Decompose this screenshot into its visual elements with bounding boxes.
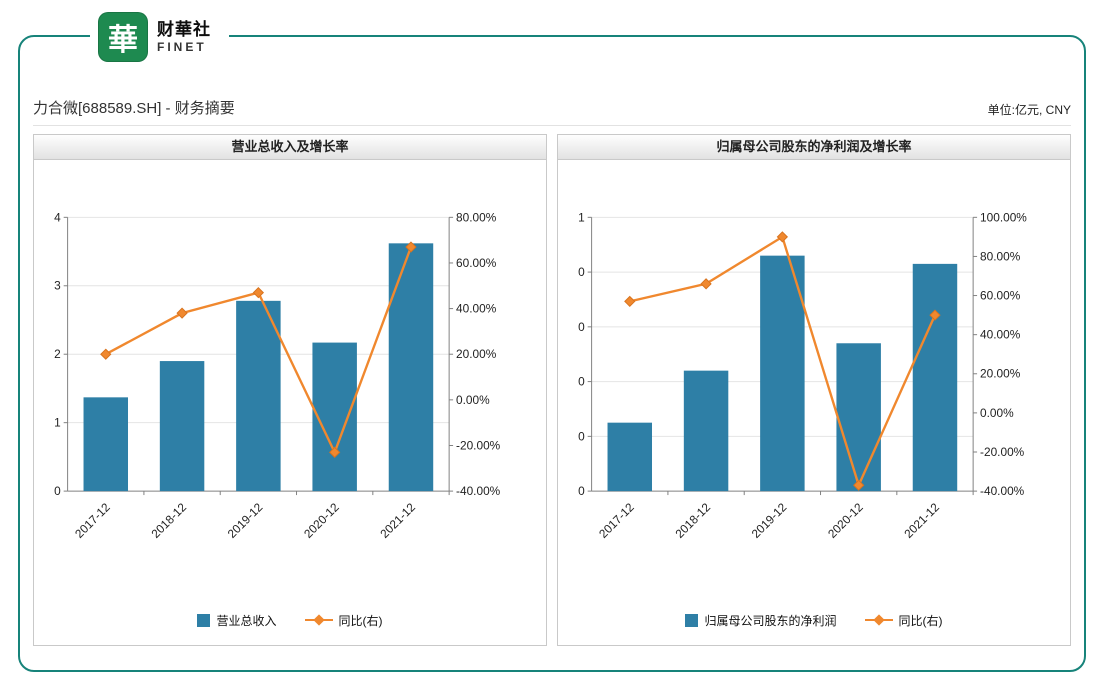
- line-marker: [176, 307, 188, 319]
- line-marker: [853, 479, 865, 491]
- left-axis-tick: 0: [578, 265, 585, 279]
- line-marker: [776, 231, 789, 243]
- right-axis-tick: 80.00%: [456, 210, 497, 224]
- right-axis-tick: 0.00%: [456, 393, 490, 407]
- finet-logo-text: 财華社 FINET: [157, 20, 211, 55]
- line-legend-swatch-icon: [864, 614, 893, 626]
- bar-legend-swatch-icon: [197, 613, 211, 627]
- line-marker: [405, 241, 417, 253]
- page-title: 力合微[688589.SH] - 财务摘要: [33, 100, 235, 117]
- bar: [760, 255, 805, 492]
- revenue-chart-legend: 营业总收入 同比(右): [34, 610, 546, 645]
- left-axis-tick: 1: [54, 416, 61, 430]
- x-axis-label: 2019-12: [225, 500, 266, 541]
- right-axis-tick: 40.00%: [456, 302, 497, 316]
- left-axis-tick: 0: [54, 484, 61, 498]
- bar: [607, 422, 653, 492]
- bar: [159, 361, 205, 492]
- left-axis-tick: 0: [578, 320, 585, 334]
- finet-seal-icon: 華: [98, 12, 148, 62]
- x-axis-label: 2018-12: [148, 500, 189, 541]
- bar: [236, 300, 281, 492]
- right-axis-tick: 20.00%: [456, 347, 497, 361]
- line-legend-swatch-icon: [304, 614, 333, 626]
- net-profit-chart: 1 0 0 0 0 0 100.00% 80.00% 60.00% 40.00% 20.00% 0.0…: [578, 210, 1027, 541]
- right-axis-tick: -40.00%: [980, 484, 1025, 498]
- right-axis-tick: -20.00%: [980, 445, 1025, 459]
- x-axis-label: 2017-12: [72, 500, 113, 541]
- x-axis-label: 2020-12: [301, 500, 342, 541]
- bar: [388, 243, 434, 492]
- net-profit-chart-legend: 归属母公司股东的净利润 同比(右): [558, 610, 1070, 645]
- right-axis-tick: 40.00%: [980, 328, 1021, 342]
- bar: [683, 370, 729, 492]
- left-axis-tick: 4: [54, 210, 61, 224]
- left-axis-tick: 2: [54, 347, 61, 361]
- x-axis-label: 2021-12: [377, 500, 418, 541]
- bar: [83, 397, 129, 492]
- right-axis-tick: 0.00%: [980, 406, 1014, 420]
- diamond-marker-icon: [872, 614, 885, 626]
- right-axis-tick: 20.00%: [980, 367, 1021, 381]
- x-axis-label: 2018-12: [672, 500, 713, 541]
- line-marker: [100, 348, 112, 360]
- bar: [912, 263, 958, 492]
- right-axis-tick: 60.00%: [456, 256, 497, 270]
- left-axis-tick: 0: [578, 429, 585, 443]
- legend-label-yoy: 同比(右): [338, 613, 383, 628]
- line-marker: [929, 309, 941, 321]
- finet-logo[interactable]: 華 财華社 FINET: [90, 7, 229, 67]
- legend-label-yoy: 同比(右): [898, 613, 943, 628]
- left-axis-tick: 1: [578, 210, 585, 224]
- legend-label-net-profit: 归属母公司股东的净利润: [704, 613, 837, 628]
- frame-content: 力合微[688589.SH] - 财务摘要 单位:亿元, CNY 营业总收入及增…: [20, 37, 1084, 670]
- x-axis-label: 2019-12: [749, 500, 790, 541]
- revenue-chart: 4 3 2 1 0 80.00% 60.00% 40.00% 20.00% 0.00% -20.00…: [54, 210, 501, 541]
- line-marker: [252, 286, 265, 299]
- left-axis-tick: 0: [578, 484, 585, 498]
- x-axis-label: 2017-12: [596, 500, 637, 541]
- title-row: 力合微[688589.SH] - 财务摘要 单位:亿元, CNY: [33, 97, 1071, 126]
- left-axis-tick: 3: [54, 279, 61, 293]
- legend-item-net-profit[interactable]: 归属母公司股东的净利润: [685, 612, 837, 629]
- right-axis-tick: 100.00%: [980, 210, 1027, 224]
- line-marker: [329, 446, 341, 458]
- line-marker: [700, 278, 712, 290]
- bar-legend-swatch-icon: [685, 613, 699, 627]
- line-marker: [624, 295, 636, 308]
- finet-logo-subname: FINET: [157, 40, 207, 55]
- legend-item-yoy[interactable]: 同比(右): [304, 612, 383, 629]
- net-profit-panel-title: 归属母公司股东的净利润及增长率: [558, 135, 1070, 160]
- right-axis-tick: -20.00%: [456, 438, 501, 452]
- diamond-marker-icon: [312, 614, 325, 626]
- finet-logo-name: 财華社: [157, 19, 211, 39]
- legend-item-revenue[interactable]: 营业总收入: [197, 612, 277, 629]
- unit-label: 单位:亿元, CNY: [987, 103, 1071, 117]
- x-axis-label: 2020-12: [825, 500, 866, 541]
- right-axis-tick: -40.00%: [456, 484, 501, 498]
- net-profit-panel: 归属母公司股东的净利润及增长率 1 0 0 0 0 0 100.00% 80.00% 60.00…: [557, 134, 1071, 646]
- x-axis-label: 2021-12: [901, 500, 942, 541]
- bar: [836, 343, 881, 492]
- revenue-panel-title: 营业总收入及增长率: [34, 135, 546, 160]
- charts-row: 营业总收入及增长率 4 3 2 1 0 80.00% 60.00% 40.00% 20.00% 0…: [33, 134, 1071, 646]
- left-axis-tick: 0: [578, 375, 585, 389]
- legend-item-yoy[interactable]: 同比(右): [864, 612, 943, 629]
- right-axis-tick: 60.00%: [980, 289, 1021, 303]
- right-axis-tick: 80.00%: [980, 249, 1021, 263]
- bar: [312, 342, 357, 492]
- revenue-panel: 营业总收入及增长率 4 3 2 1 0 80.00% 60.00% 40.00% 20.00% 0…: [33, 134, 547, 646]
- legend-label-revenue: 营业总收入: [216, 613, 277, 628]
